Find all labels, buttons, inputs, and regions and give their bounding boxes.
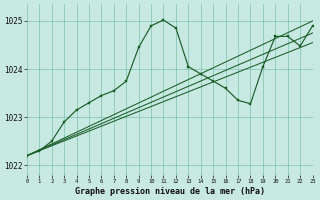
X-axis label: Graphe pression niveau de la mer (hPa): Graphe pression niveau de la mer (hPa) <box>75 187 265 196</box>
